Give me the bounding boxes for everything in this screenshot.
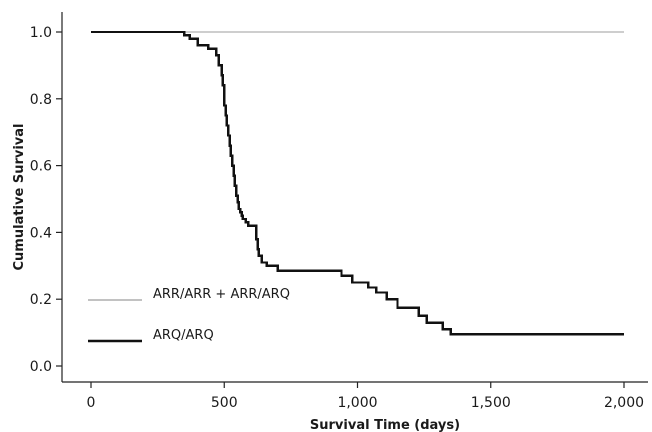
y-tick-label: 0.0 xyxy=(30,359,52,375)
y-tick-label: 0.4 xyxy=(30,225,52,241)
y-tick-label: 0.2 xyxy=(30,292,52,308)
x-tick-label: 0 xyxy=(87,395,96,411)
x-tick-label: 1,000 xyxy=(337,395,377,411)
y-ticks: 0.0 0.2 0.4 0.6 0.8 1.0 xyxy=(30,25,62,375)
legend: ARR/ARR + ARR/ARQ ARQ/ARQ xyxy=(88,287,290,343)
series-line-arq-arq xyxy=(91,30,624,336)
axes: 0.0 0.2 0.4 0.6 0.8 1.0 0 500 1,000 1,500 2,000 xyxy=(30,12,648,411)
y-axis-title: Cumulative Survival xyxy=(12,124,27,271)
x-tick-label: 2,000 xyxy=(604,395,644,411)
legend-label: ARR/ARR + ARR/ARQ xyxy=(153,287,290,302)
x-ticks: 0 500 1,000 1,500 2,000 xyxy=(87,382,644,411)
x-tick-label: 1,500 xyxy=(471,395,511,411)
legend-label: ARQ/ARQ xyxy=(153,328,214,343)
y-tick-label: 1.0 xyxy=(30,25,52,41)
y-tick-label: 0.8 xyxy=(30,92,52,108)
x-tick-label: 500 xyxy=(211,395,238,411)
x-axis-title: Survival Time (days) xyxy=(310,418,460,432)
series-layer xyxy=(91,30,624,336)
y-tick-label: 0.6 xyxy=(30,159,52,175)
